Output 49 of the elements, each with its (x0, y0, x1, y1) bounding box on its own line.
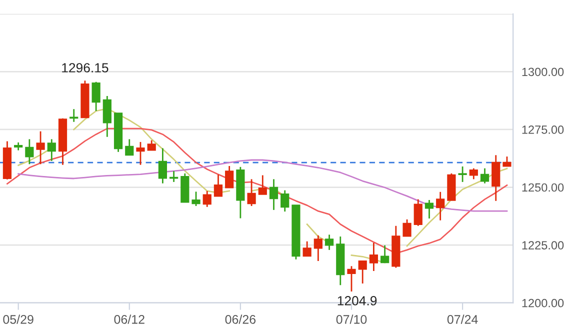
candlestick (158, 148, 168, 184)
candlestick (324, 234, 334, 251)
x-tick-label: 06/26 (225, 314, 256, 324)
annotation: 1204.9 (338, 296, 377, 306)
candlestick (314, 234, 322, 262)
annotation: 1296.15 (62, 63, 108, 72)
candlestick (70, 108, 78, 123)
candlestick (147, 140, 156, 151)
x-tick-label: 07/10 (336, 314, 367, 324)
candlestick (492, 154, 500, 202)
candlestick (36, 130, 45, 165)
candlestick (458, 166, 467, 183)
line-series (6, 128, 508, 254)
y-tick-label: 1225.00 (522, 241, 564, 250)
x-tick-label: 06/12 (114, 314, 144, 324)
candlestick (92, 81, 100, 112)
y-tick-label: 1200.00 (522, 298, 564, 308)
candlestick (280, 190, 290, 212)
x-tick-label: 07/24 (447, 314, 478, 324)
candlestick (502, 156, 512, 167)
candlestick (170, 170, 178, 183)
candlestick (202, 190, 212, 208)
y-tick-label: 1300.00 (522, 68, 564, 76)
line-series (18, 159, 508, 212)
candlestick (258, 174, 267, 195)
candlestick (125, 138, 134, 156)
candlestick (214, 174, 223, 197)
candlestick (402, 218, 412, 237)
candlestick (480, 168, 490, 184)
candlestick (25, 138, 34, 165)
y-tick-label: 1250.00 (522, 183, 564, 192)
candlestick (414, 198, 422, 227)
y-tick-label: 1275.00 (522, 126, 564, 134)
candlestick (469, 168, 478, 180)
candlestick (302, 240, 312, 257)
candlestick (380, 244, 390, 264)
candlestick (225, 165, 234, 188)
candlestick (358, 260, 367, 284)
candlestick (436, 191, 445, 222)
x-tick-label: 05/29 (3, 314, 34, 324)
candlestick (347, 265, 356, 292)
candlestick (102, 95, 112, 138)
candlestick (369, 242, 378, 272)
candlestick (424, 199, 434, 220)
candlestick (136, 141, 145, 166)
candlestick (269, 178, 278, 211)
candlestick (47, 138, 56, 162)
candlestick (192, 190, 200, 207)
candlestick (247, 178, 256, 207)
